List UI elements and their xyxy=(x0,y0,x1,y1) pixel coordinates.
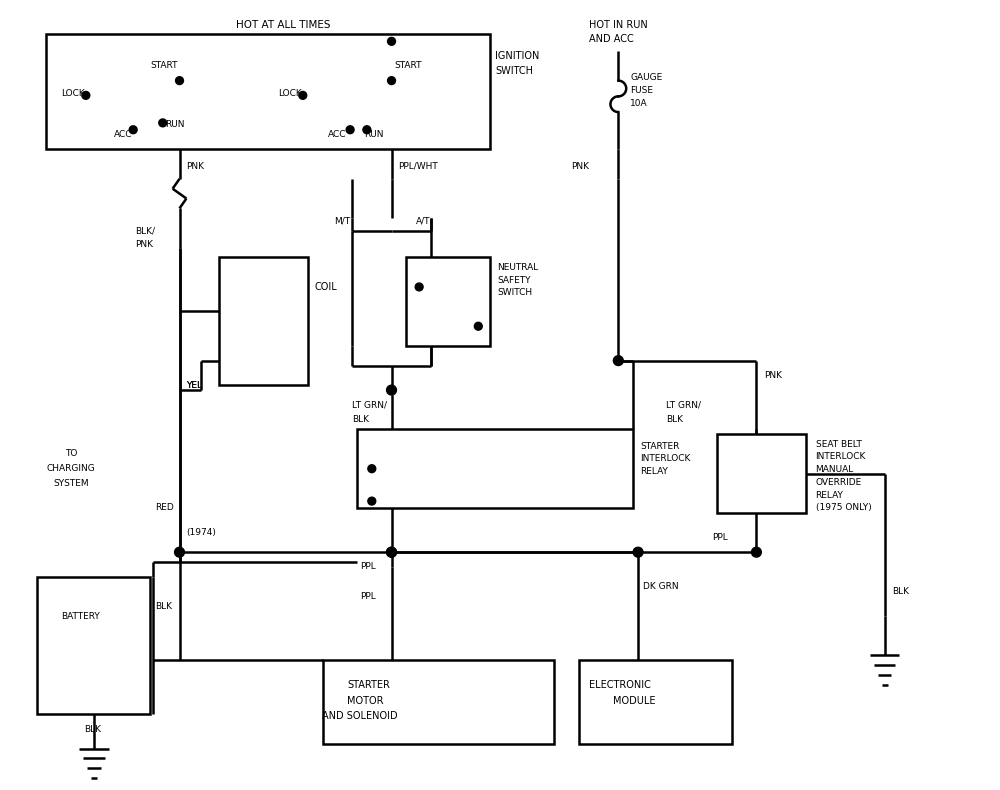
Circle shape xyxy=(751,547,761,557)
Text: BATTERY: BATTERY xyxy=(61,611,100,620)
Text: PPL/WHT: PPL/WHT xyxy=(398,162,438,171)
Text: TO: TO xyxy=(65,450,77,458)
Text: (1975 ONLY): (1975 ONLY) xyxy=(816,503,871,513)
Circle shape xyxy=(387,547,396,557)
Circle shape xyxy=(387,547,396,557)
Circle shape xyxy=(474,322,482,330)
Bar xyxy=(219,258,308,386)
Text: START: START xyxy=(150,62,177,70)
Text: RELAY: RELAY xyxy=(640,467,668,476)
Text: GAUGE: GAUGE xyxy=(630,73,662,82)
Text: PNK: PNK xyxy=(186,162,204,171)
Bar xyxy=(46,35,490,149)
Circle shape xyxy=(175,547,184,557)
Text: 10A: 10A xyxy=(630,99,648,107)
Text: INTERLOCK: INTERLOCK xyxy=(816,453,866,461)
Text: A/T: A/T xyxy=(416,216,431,226)
Text: MANUAL: MANUAL xyxy=(816,465,854,474)
Text: BLK: BLK xyxy=(352,415,369,424)
Text: AND SOLENOID: AND SOLENOID xyxy=(322,711,398,721)
Text: SWITCH: SWITCH xyxy=(495,66,533,76)
Circle shape xyxy=(613,356,623,366)
Text: LOCK: LOCK xyxy=(278,89,302,98)
Circle shape xyxy=(415,283,423,291)
Circle shape xyxy=(368,497,376,505)
Text: BLK/: BLK/ xyxy=(135,227,155,235)
Text: SEAT BELT: SEAT BELT xyxy=(816,439,861,449)
Text: PPL: PPL xyxy=(712,533,728,542)
Bar xyxy=(717,435,806,513)
Text: OVERRIDE: OVERRIDE xyxy=(816,478,862,487)
Text: M/T: M/T xyxy=(334,216,350,226)
Text: INTERLOCK: INTERLOCK xyxy=(640,454,690,464)
Text: ACC: ACC xyxy=(327,130,346,139)
Text: HOT AT ALL TIMES: HOT AT ALL TIMES xyxy=(236,20,330,30)
Circle shape xyxy=(346,126,354,134)
Circle shape xyxy=(82,92,90,100)
Text: SYSTEM: SYSTEM xyxy=(53,479,89,488)
Bar xyxy=(322,660,554,743)
Text: START: START xyxy=(394,62,422,70)
Circle shape xyxy=(387,386,396,395)
Circle shape xyxy=(176,77,183,85)
Bar xyxy=(37,577,150,714)
Text: ELECTRONIC: ELECTRONIC xyxy=(589,680,651,690)
Circle shape xyxy=(388,37,395,45)
Text: LT GRN/: LT GRN/ xyxy=(352,401,387,409)
Text: IGNITION: IGNITION xyxy=(495,51,539,61)
Text: PPL: PPL xyxy=(360,592,376,601)
Text: LOCK: LOCK xyxy=(61,89,85,98)
Text: ACC: ACC xyxy=(113,130,132,139)
Text: RED: RED xyxy=(155,503,174,513)
Text: MODULE: MODULE xyxy=(613,695,656,705)
Text: RUN: RUN xyxy=(364,130,383,139)
Text: CHARGING: CHARGING xyxy=(47,465,95,473)
Text: PNK: PNK xyxy=(135,240,153,249)
Text: STARTER: STARTER xyxy=(347,680,390,690)
Bar xyxy=(406,258,490,346)
Circle shape xyxy=(368,465,376,472)
Circle shape xyxy=(388,77,395,85)
Text: RUN: RUN xyxy=(165,120,184,130)
Text: (1974): (1974) xyxy=(186,528,216,537)
Text: AND ACC: AND ACC xyxy=(589,34,634,44)
Text: BLK: BLK xyxy=(666,415,683,424)
Text: BLK: BLK xyxy=(84,724,101,734)
Text: YEL: YEL xyxy=(186,381,202,389)
Circle shape xyxy=(299,92,307,100)
Text: NEUTRAL: NEUTRAL xyxy=(497,263,538,272)
Text: SWITCH: SWITCH xyxy=(497,288,532,297)
Circle shape xyxy=(159,119,167,127)
Text: DK GRN: DK GRN xyxy=(643,582,679,591)
Circle shape xyxy=(129,126,137,134)
Text: LT GRN/: LT GRN/ xyxy=(666,401,701,409)
Text: SAFETY: SAFETY xyxy=(497,276,531,284)
Text: BLK: BLK xyxy=(892,587,909,596)
Circle shape xyxy=(363,126,371,134)
Text: HOT IN RUN: HOT IN RUN xyxy=(589,20,648,30)
Text: COIL: COIL xyxy=(315,282,337,292)
Text: BLK: BLK xyxy=(155,602,172,611)
Text: PNK: PNK xyxy=(764,371,782,380)
Text: PPL: PPL xyxy=(360,562,376,571)
Bar xyxy=(579,660,732,743)
Text: RELAY: RELAY xyxy=(816,491,843,500)
Circle shape xyxy=(633,547,643,557)
Text: STARTER: STARTER xyxy=(640,442,679,450)
Text: YEL: YEL xyxy=(186,381,202,389)
Text: FUSE: FUSE xyxy=(630,86,653,95)
Text: PNK: PNK xyxy=(571,162,589,171)
Text: MOTOR: MOTOR xyxy=(347,695,384,705)
Bar xyxy=(357,430,633,508)
